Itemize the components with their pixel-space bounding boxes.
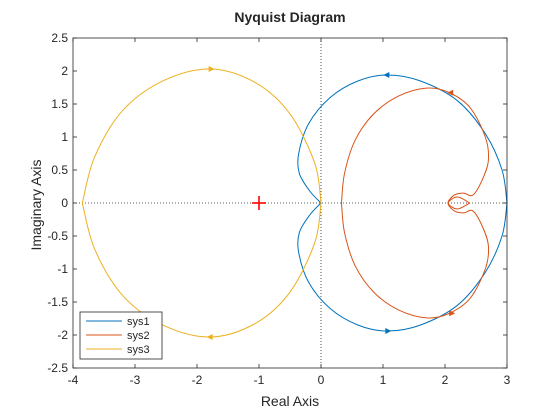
series-sys1 <box>297 71 508 335</box>
legend[interactable]: sys1 sys2 sys3 <box>79 311 163 360</box>
legend-entry-sys2[interactable]: sys2 <box>86 330 150 342</box>
series-layer <box>81 66 508 340</box>
critical-point-marker <box>252 196 266 210</box>
y-tick-label: -2 <box>57 328 68 342</box>
y-tick-label: 2.5 <box>51 31 68 45</box>
series-sys3 <box>81 66 322 340</box>
x-tick-label: -1 <box>254 373 265 387</box>
series-line-sys1-negative-frequency <box>297 202 508 332</box>
y-tick-label: 0 <box>61 196 68 210</box>
legend-label-sys3: sys3 <box>127 344 150 356</box>
series-line-sys2-positive-frequency <box>340 87 490 210</box>
direction-arrow-sys3-1 <box>208 66 215 73</box>
y-tick-label: 1.5 <box>51 97 68 111</box>
chart-title: Nyquist Diagram <box>234 9 345 25</box>
series-sys2 <box>340 87 490 319</box>
y-tick-label: 1 <box>61 130 68 144</box>
legend-entry-sys3[interactable]: sys3 <box>86 344 150 356</box>
x-axis-title: Real Axis <box>261 393 319 409</box>
x-axis: -4 -3 -2 -1 0 1 2 3 <box>68 38 511 387</box>
series-line-sys1-positive-frequency <box>297 74 508 204</box>
y-tick-label: 2 <box>61 64 68 78</box>
direction-arrow-sys2-1 <box>447 89 454 96</box>
direction-arrow-sys3-2 <box>206 333 213 340</box>
y-axis-title: Imaginary Axis <box>28 159 44 250</box>
series-line-sys2-negative-frequency <box>340 196 490 319</box>
y-tick-label: -0.5 <box>47 229 68 243</box>
direction-arrow-sys1-2 <box>385 328 392 335</box>
x-tick-label: 2 <box>442 373 449 387</box>
legend-entry-sys1[interactable]: sys1 <box>86 316 150 328</box>
x-tick-label: 0 <box>318 373 325 387</box>
direction-arrow-sys2-2 <box>449 310 456 317</box>
x-tick-label: -3 <box>130 373 141 387</box>
y-tick-label: -2.5 <box>47 361 68 375</box>
legend-label-sys1: sys1 <box>127 316 150 328</box>
y-tick-label: -1.5 <box>47 295 68 309</box>
y-axis: -2.5 -2 -1.5 -1 -0.5 0 0.5 1 1.5 2 2.5 <box>47 31 507 375</box>
legend-label-sys2: sys2 <box>127 330 150 342</box>
x-tick-label: 3 <box>504 373 511 387</box>
direction-arrow-sys1-1 <box>383 71 390 78</box>
y-tick-label: 0.5 <box>51 163 68 177</box>
x-tick-label: -4 <box>68 373 79 387</box>
x-tick-label: 1 <box>380 373 387 387</box>
x-tick-label: -2 <box>192 373 203 387</box>
y-tick-label: -1 <box>57 262 68 276</box>
